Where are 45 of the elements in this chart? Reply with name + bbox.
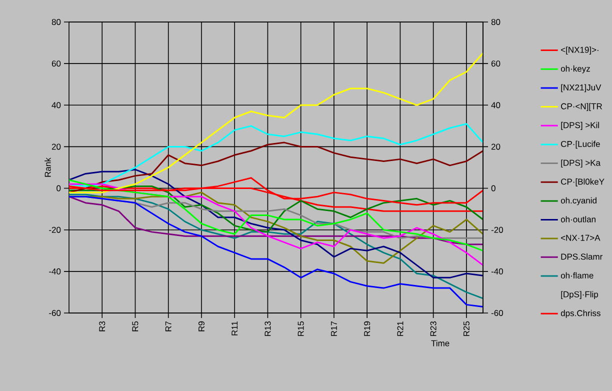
y-tick-label: -40 [49,268,61,274]
y-tick-label: 0 [56,185,61,192]
text: [DpS]·Flip [561,291,598,300]
y2-tick-label: -20 [491,226,503,233]
x-tick-label: R11 [232,321,238,336]
y2-tick-label: 20 [491,144,500,150]
y-tick-label: 80 [52,18,61,26]
y2-tick-label: 80 [491,18,500,26]
legend-label: CP·<N][TR [561,103,602,111]
y2-tick-label: -60 [491,310,503,316]
legend-label: CP·[Lucife [561,140,600,149]
legend-label: [DPS] >Kil [561,122,599,130]
y-tick-label: 20 [52,144,61,150]
legend-label: oh·flame [560,272,594,279]
legend-label: <NX·17>A [561,234,600,241]
legend-label: DPS.Slamr [561,253,602,260]
x-tick-label: R25 [463,321,470,336]
y-tick-label: -60 [49,310,61,316]
x-tick-label: R15 [298,321,304,336]
x-tick-label: R9 [198,321,204,332]
legend-label: dps.Chriss [560,310,600,318]
y2-tick-label: 40 [491,102,500,108]
y-tick-label: -20 [49,226,61,233]
legend-label: CP·[Bl0keY [561,178,604,186]
legend-label: [DPS] >Ka [561,160,601,168]
x-tick-label: R5 [132,321,138,332]
x-tick-label: R23 [430,321,436,336]
x-tick-label: R19 [364,321,370,336]
x-tick-label: R17 [331,321,337,336]
legend-label: oh·keyz [560,65,590,74]
y2-tick-label: -40 [491,268,503,274]
y-axis-title: Rank [44,158,51,177]
y2-tick-label: 0 [491,185,496,192]
x-tick-label: R3 [99,321,106,332]
y2-tick-label: 60 [491,60,500,67]
x-tick-label: R13 [264,321,271,336]
legend-label: <[NX19]>· [561,46,598,54]
legend-label: oh·outlan [560,216,596,222]
y-tick-label: 60 [52,60,61,67]
legend-label: oh.cyanid [560,197,596,206]
x-tick-label: R21 [397,321,404,336]
y-tick-label: 40 [52,102,61,108]
x-axis-title: Time [431,340,450,346]
x-tick-label: R7 [165,321,172,332]
legend-label: [NX21]JuV [561,84,602,92]
